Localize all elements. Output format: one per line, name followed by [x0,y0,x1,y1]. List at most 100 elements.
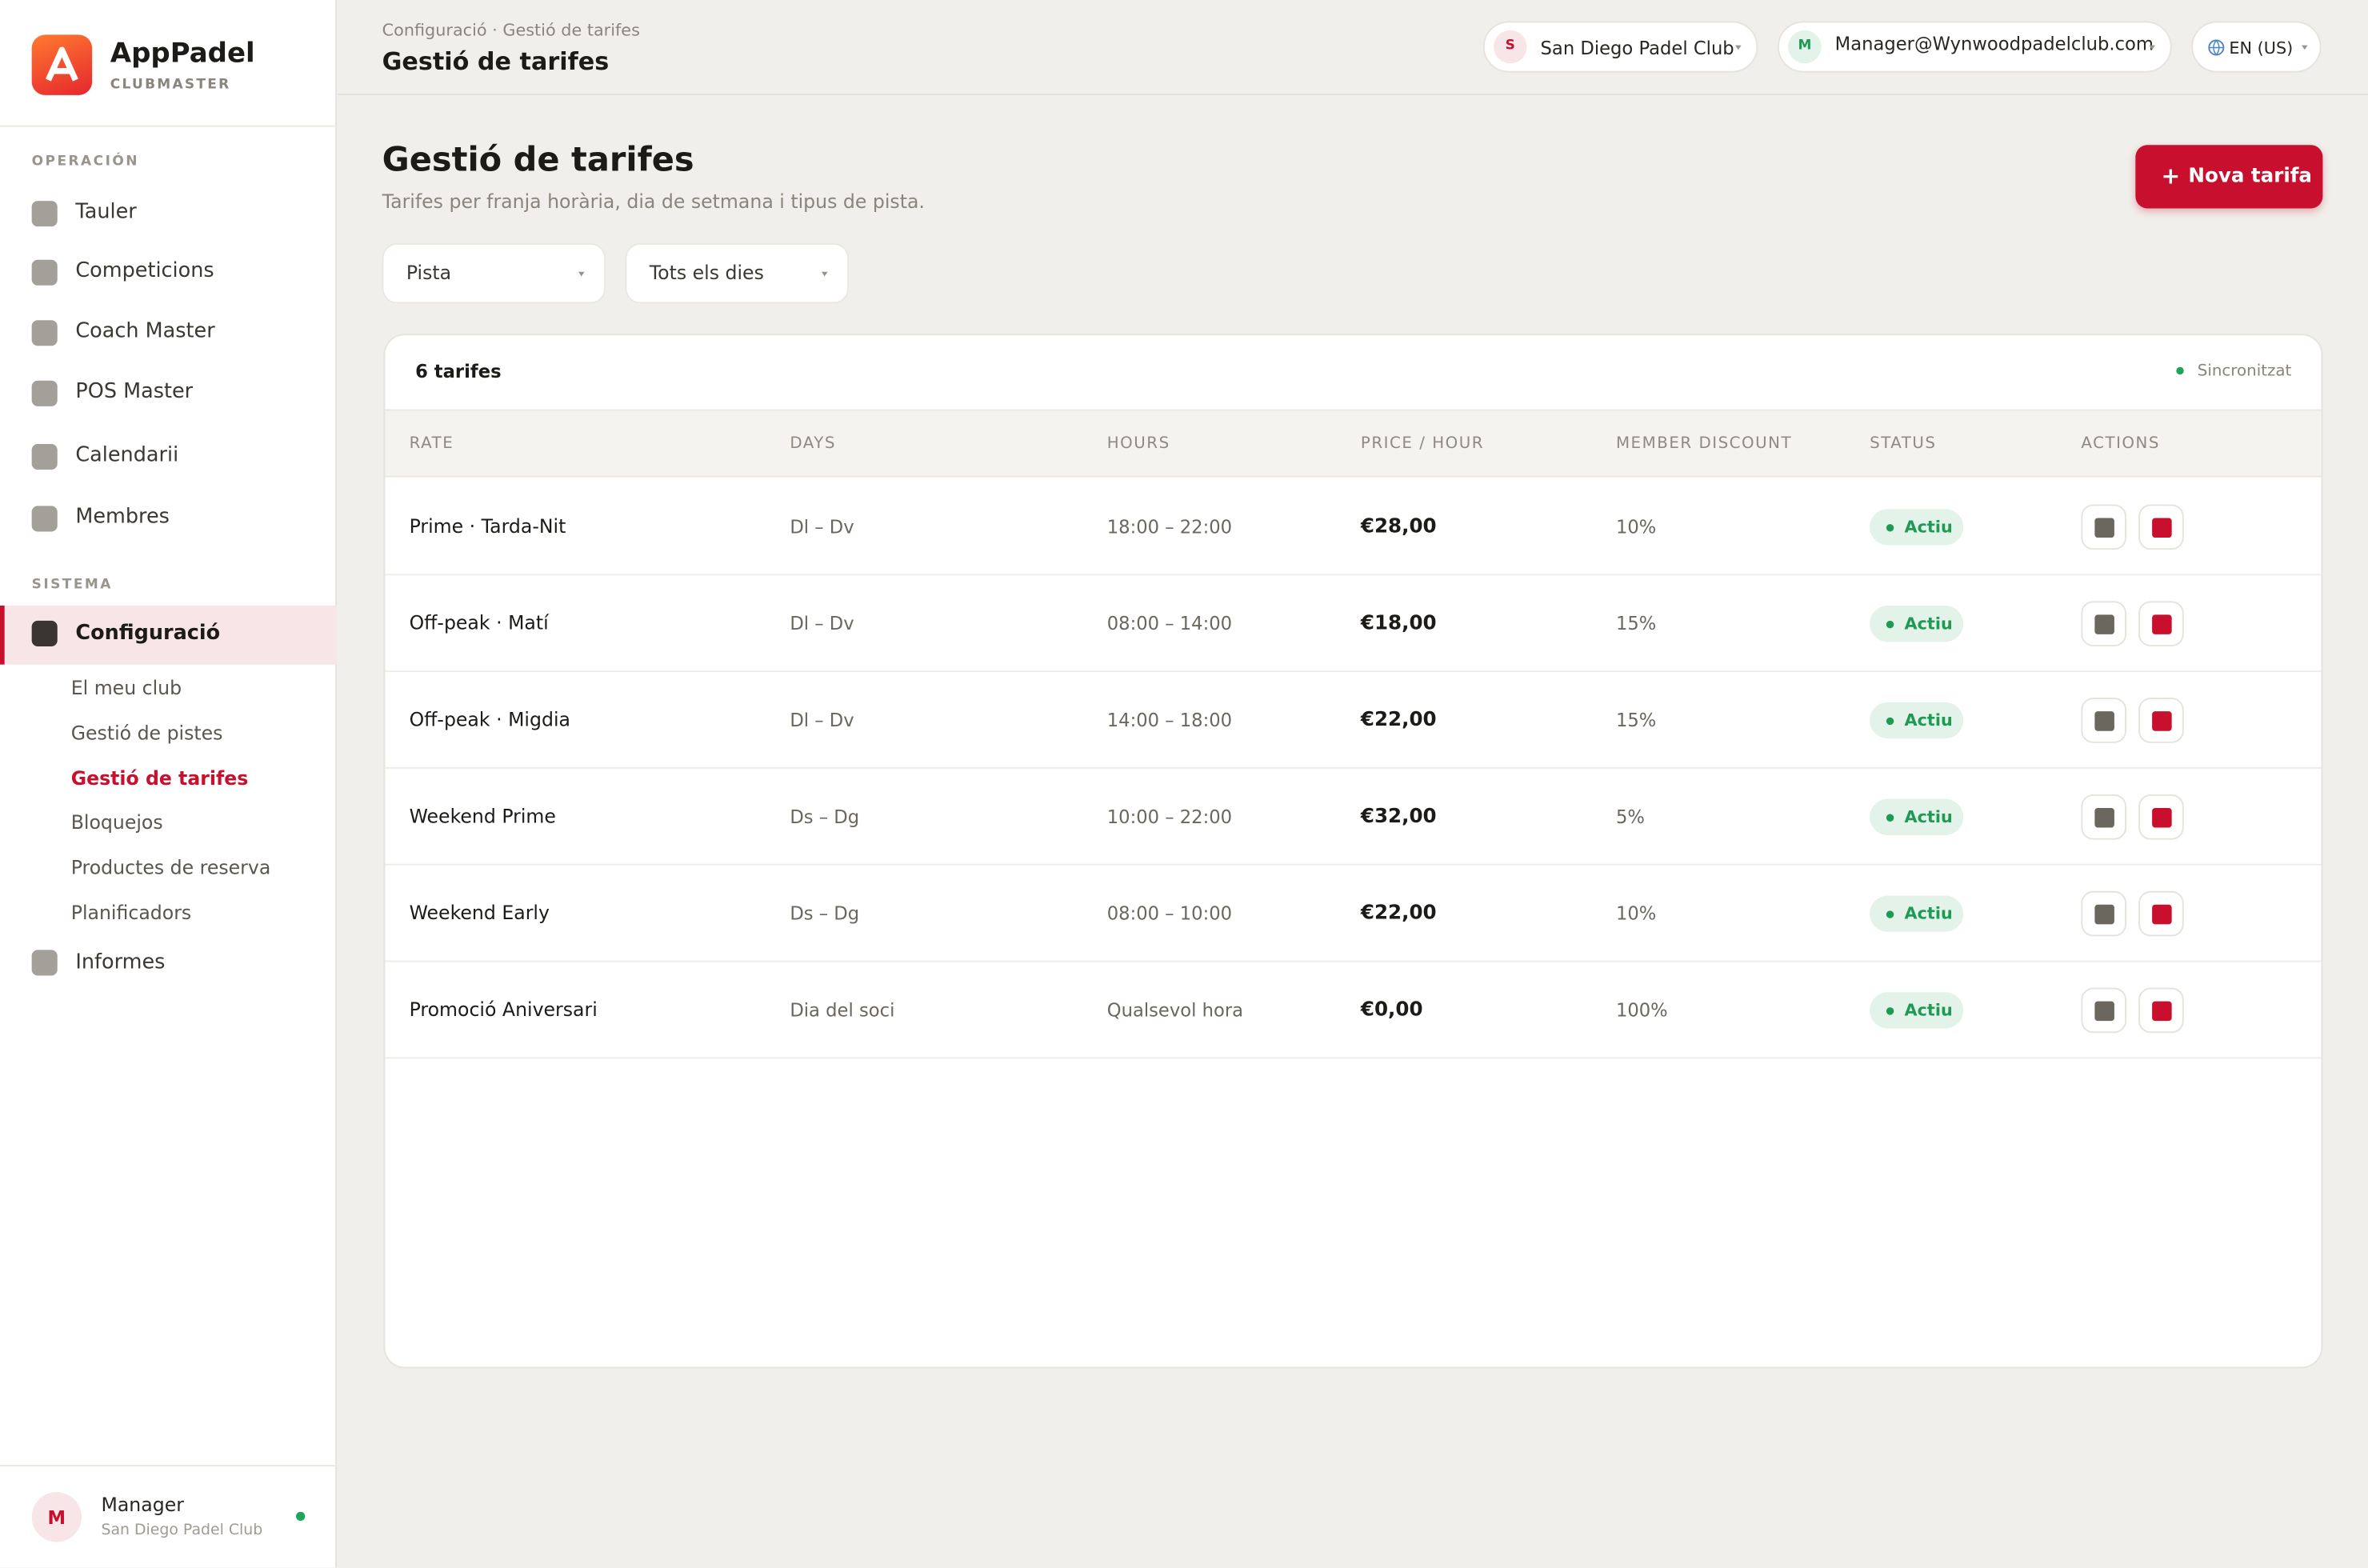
edit-button[interactable] [2081,987,2127,1034]
avatar-letter: S [1505,38,1515,54]
nav-item[interactable]: POS Master [75,379,194,404]
topbar-title: Gestió de tarifes [382,46,610,76]
caret [821,271,828,277]
nav-icon [31,506,58,532]
breadcrumb: Configuració · Gestió de tarifes [382,20,640,41]
section-title: OPERACIÓN [31,154,139,170]
avatar-letter: M [1798,38,1812,54]
brand-sub: CLUBMASTER [110,78,231,94]
status-dot [1886,524,1894,532]
button-icon [2094,1001,2114,1022]
status-badge: Actiu [1870,509,1964,546]
caret [2149,45,2155,50]
button-icon: + [2161,162,2181,190]
status-dot [1886,910,1894,918]
nav-item[interactable]: Membres [75,504,170,530]
nav-item[interactable]: Calendarii [75,442,179,467]
status-label: Actiu [1904,710,1953,730]
filter-select[interactable]: Pista [382,242,606,304]
table-row: Weekend Early Ds – Dg 08:00 – 10:00 €22,00 1… [385,866,2322,962]
page-title: Gestió de tarifes [382,142,694,180]
cell-rate: Off-peak · Migdia [409,707,570,731]
cell-days: Ds – Dg [790,806,860,828]
new-rate-button[interactable]: + Nova tarifa [2135,145,2323,209]
nav-item-active[interactable]: Configuració [75,621,221,646]
status-dot [1886,620,1894,629]
nav-icon [31,201,58,227]
status-label: Actiu [1904,1000,1953,1021]
cell-rate: Prime · Tarda-Nit [409,514,566,538]
cell-rate: Weekend Prime [409,804,556,828]
cell-days: Dia del soci [790,999,895,1022]
cell-days: Dl – Dv [790,710,854,731]
nav-item[interactable]: Informes [75,950,166,975]
nav-subitem[interactable]: El meu club [70,676,182,699]
club-name: San Diego Padel Club [1540,38,1734,59]
dropdown[interactable]: M Manager@Wynwoodpadelclub.com [1777,21,2172,73]
cell-discount: 15% [1615,613,1657,634]
cell-discount: 15% [1615,710,1657,731]
cell-days: Dl – Dv [790,613,854,634]
cell-hours: 18:00 – 22:00 [1106,516,1233,538]
status-dot [1886,717,1894,726]
cell-discount: 5% [1615,806,1645,828]
cell-discount: 100% [1615,999,1668,1022]
table-row: Promoció Aniversari Dia del soci Qualsevol… [385,962,2322,1059]
nav-icon [31,380,58,406]
dropdown[interactable]: EN (US) [2191,21,2322,73]
nav-icon [31,620,58,646]
delete-button[interactable] [2138,987,2184,1034]
nav-subitem[interactable]: Productes de reserva [70,855,271,879]
nav-subitem[interactable]: Gestió de tarifes [70,766,249,790]
cell-discount: 10% [1615,516,1657,538]
column-header: STATUS [1870,434,1937,453]
nav-subitem[interactable]: Bloquejos [70,810,163,834]
sidebar: AppPadel CLUBMASTER OPERACIÓN Tauler Competi… [0,0,337,1568]
delete-button[interactable] [2138,504,2184,550]
cell-price: €22,00 [1360,709,1437,732]
nav-item[interactable]: Competicions [75,258,214,283]
divider [0,1465,337,1467]
delete-button[interactable] [2138,698,2184,743]
user-name: Manager [101,1493,184,1516]
status-dot [1886,814,1894,822]
caret [1735,45,1742,50]
filter-select[interactable]: Tots els dies [625,242,849,304]
filter-label: Pista [406,261,452,284]
nav-subitem[interactable]: Planificadors [70,901,192,924]
button-icon [2094,711,2114,731]
button-icon [2152,807,2172,828]
delete-button[interactable] [2138,601,2184,646]
nav-icon [31,444,58,470]
delete-button[interactable] [2138,890,2184,937]
club-avatar: S [1494,30,1527,64]
nav-item[interactable]: Tauler [75,199,137,224]
cell-rate: Off-peak · Matí [409,611,549,634]
nav-icon [31,259,58,286]
status-dot [1886,1007,1894,1015]
status-label: Actiu [1904,614,1953,634]
cell-price: €0,00 [1360,998,1423,1022]
nav-subitem[interactable]: Gestió de pistes [70,721,223,745]
cell-hours: 08:00 – 14:00 [1106,613,1233,634]
cell-hours: 08:00 – 10:00 [1106,902,1233,925]
edit-button[interactable] [2081,601,2127,646]
cell-price: €22,00 [1360,902,1437,926]
cell-days: Ds – Dg [790,902,860,925]
cell-price: €18,00 [1360,612,1437,635]
cell-discount: 10% [1615,902,1657,925]
edit-button[interactable] [2081,504,2127,550]
section-title: SISTEMA [31,578,113,593]
edit-button[interactable] [2081,890,2127,937]
status-label: Actiu [1904,807,1953,827]
button-icon [2094,904,2114,925]
dropdown[interactable]: S San Diego Padel Club [1482,21,1758,73]
delete-button[interactable] [2138,794,2184,840]
caret [2302,45,2308,50]
button-icon [2152,518,2172,538]
edit-button[interactable] [2081,698,2127,743]
nav-item[interactable]: Coach Master [75,318,215,344]
sync-dot [2176,366,2184,375]
edit-button[interactable] [2081,794,2127,840]
